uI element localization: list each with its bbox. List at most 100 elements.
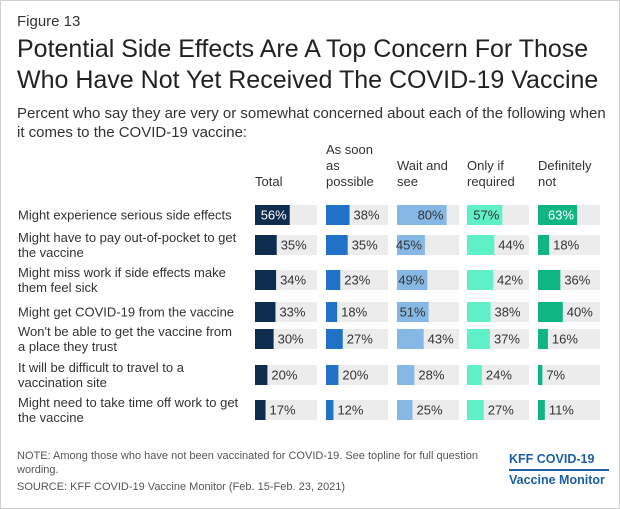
kff-logo: KFF COVID-19 Vaccine Monitor [509, 451, 609, 489]
row-label: them feel sick [18, 280, 98, 295]
bar-track [255, 400, 317, 420]
bar-value-label: 33% [279, 305, 305, 320]
bar [326, 205, 350, 225]
bar-value-label: 30% [278, 332, 304, 347]
bar-track [255, 365, 317, 385]
note-text: NOTE: Among those who have not been vacc… [17, 450, 479, 476]
bar-value-label: 37% [494, 332, 520, 347]
chart-title: Potential Side Effects Are A Top Concern… [17, 35, 599, 94]
bar-value-label: 18% [341, 305, 367, 320]
bar-value-label: 25% [417, 403, 443, 418]
bar-value-label: 35% [281, 238, 307, 253]
bar [467, 205, 503, 225]
row-label: Might miss work if side effects make [18, 265, 226, 280]
bar-track [467, 365, 529, 385]
bar-track [326, 270, 388, 290]
column-header-4: not [538, 174, 556, 189]
bar-value-label: 57% [473, 208, 499, 223]
bar [538, 329, 548, 349]
bar [255, 205, 290, 225]
bar [255, 270, 277, 290]
bar-value-label: 38% [354, 208, 380, 223]
bar [397, 329, 424, 349]
column-header-2: Wait and [397, 158, 448, 173]
row-label: Might have to pay out-of-pocket to get [18, 230, 237, 245]
bar-value-label: 27% [347, 332, 373, 347]
bar [397, 400, 413, 420]
column-header-3: Only if [467, 158, 504, 173]
bar [538, 365, 543, 385]
bar [255, 400, 266, 420]
column-header-4: Definitely [538, 158, 592, 173]
bar [397, 205, 447, 225]
bar [467, 270, 494, 290]
figure-label: Figure 13 [17, 13, 81, 30]
bar [255, 329, 274, 349]
source-text: SOURCE: KFF COVID-19 Vaccine Monitor (Fe… [17, 481, 346, 493]
bar [467, 365, 482, 385]
bar [467, 235, 495, 255]
bar [326, 270, 341, 290]
bar [255, 235, 277, 255]
bar-value-label: 27% [488, 403, 514, 418]
bar [538, 205, 578, 225]
chart-subtitle: Percent who say they are very or somewha… [17, 105, 606, 141]
bar [467, 329, 490, 349]
bar-value-label: 11% [549, 403, 574, 418]
bar-value-label: 35% [352, 238, 378, 253]
bar-value-label: 49% [398, 273, 424, 288]
bar [255, 365, 268, 385]
bar [397, 235, 425, 255]
bar [397, 302, 429, 322]
row-label: a place they trust [18, 339, 117, 354]
bar-value-label: 38% [495, 305, 521, 320]
row-label: Might need to take time off work to get [18, 395, 239, 410]
bar-value-label: 16% [552, 332, 578, 347]
bar-value-label: 51% [400, 305, 426, 320]
bar-value-label: 18% [553, 238, 579, 253]
row-label: Might get COVID-19 from the vaccine [18, 305, 234, 320]
bar-track [326, 302, 388, 322]
bar [326, 329, 343, 349]
row-label: Won't be able to get the vaccine from [18, 324, 232, 339]
bar-value-label: 28% [418, 368, 444, 383]
bar-value-label: 44% [498, 238, 524, 253]
column-header-2: see [397, 174, 418, 189]
bar-value-label: 20% [342, 368, 368, 383]
bar-value-label: 56% [261, 208, 287, 223]
column-header-1: possible [326, 174, 374, 189]
bar-value-label: 12% [337, 403, 363, 418]
bar-value-label: 42% [497, 273, 523, 288]
bar [467, 302, 491, 322]
row-label: It will be difficult to travel to a [18, 360, 185, 375]
logo-line-2: Vaccine Monitor [509, 469, 609, 489]
column-header-1: As soon [326, 142, 373, 157]
bar [538, 235, 550, 255]
column-header-3: required [467, 174, 515, 189]
bar [538, 302, 563, 322]
bar [538, 270, 561, 290]
column-header-1: as [326, 158, 340, 173]
bar-value-label: 43% [428, 332, 454, 347]
bar-track [326, 400, 388, 420]
bar [255, 302, 276, 322]
bar-value-label: 63% [548, 208, 574, 223]
bar-track [538, 235, 600, 255]
bar-track [538, 329, 600, 349]
bar-value-label: 20% [271, 368, 297, 383]
bar-value-label: 7% [546, 368, 565, 383]
bar [326, 365, 339, 385]
bar [326, 235, 348, 255]
bar [326, 302, 338, 322]
bar-value-label: 17% [270, 403, 296, 418]
row-label: the vaccine [18, 410, 84, 425]
bar-value-label: 40% [567, 305, 593, 320]
bar-value-label: 23% [344, 273, 370, 288]
row-label: the vaccine [18, 245, 84, 260]
bar-track [326, 365, 388, 385]
bar-track [538, 365, 600, 385]
bar [397, 270, 428, 290]
bar-value-label: 80% [418, 208, 444, 223]
bar [326, 400, 334, 420]
